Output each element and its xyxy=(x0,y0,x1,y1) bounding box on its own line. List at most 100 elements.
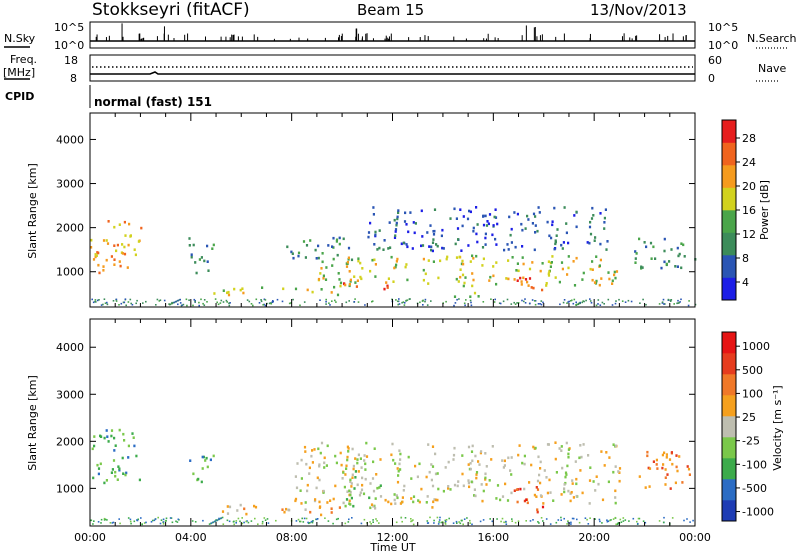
range-cell xyxy=(123,252,127,256)
range-cell xyxy=(520,283,523,286)
near-range-cell xyxy=(532,519,534,521)
range-cell xyxy=(110,471,113,474)
range-cell xyxy=(541,505,545,509)
range-cell xyxy=(492,274,495,278)
range-cell xyxy=(374,497,377,500)
range-cell xyxy=(300,477,303,480)
colorbar-segment xyxy=(722,437,736,459)
range-cell xyxy=(102,265,105,268)
range-cell xyxy=(599,212,602,215)
range-cell xyxy=(533,248,536,252)
range-cell xyxy=(482,257,485,261)
near-range-cell xyxy=(307,521,309,524)
near-range-cell xyxy=(325,303,327,305)
range-cell xyxy=(454,242,457,246)
near-range-cell xyxy=(506,298,509,301)
range-cell xyxy=(541,288,544,292)
range-cell xyxy=(527,284,530,287)
range-cell xyxy=(663,260,666,264)
near-range-cell xyxy=(214,298,217,300)
near-range-cell xyxy=(261,520,264,523)
range-cell xyxy=(133,248,136,251)
range-cell xyxy=(393,266,396,270)
near-range-cell xyxy=(344,522,347,525)
near-range-cell xyxy=(525,520,527,522)
range-cell xyxy=(395,494,398,497)
range-cell xyxy=(675,454,678,457)
range-cell xyxy=(346,490,349,493)
range-cell xyxy=(296,462,299,465)
range-cell xyxy=(473,494,476,497)
range-cell xyxy=(496,484,500,487)
range-cell xyxy=(297,254,300,258)
range-cell xyxy=(521,256,524,259)
near-range-cell xyxy=(611,304,614,306)
range-cell xyxy=(605,248,608,251)
range-cell xyxy=(573,284,577,287)
range-cell xyxy=(491,445,494,448)
near-range-cell xyxy=(462,523,464,526)
near-range-cell xyxy=(214,520,217,522)
range-cell xyxy=(379,458,382,461)
range-cell xyxy=(365,441,368,445)
range-cell xyxy=(482,489,485,493)
range-cell xyxy=(428,470,431,474)
near-range-cell xyxy=(559,303,561,306)
range-cell xyxy=(634,257,637,260)
range-cell xyxy=(335,461,338,465)
near-range-cell xyxy=(464,304,466,307)
range-cell xyxy=(374,507,377,510)
range-cell xyxy=(573,214,576,217)
colorbar-segment xyxy=(722,458,736,480)
near-range-cell xyxy=(325,298,327,301)
range-cell xyxy=(306,483,309,487)
near-range-cell xyxy=(106,301,108,304)
near-range-cell xyxy=(252,304,254,307)
range-cell xyxy=(682,243,685,247)
near-range-cell xyxy=(327,520,330,522)
range-cell xyxy=(213,292,216,295)
range-cell xyxy=(459,208,462,211)
range-cell xyxy=(324,278,328,281)
range-cell xyxy=(124,234,127,237)
range-cell xyxy=(205,456,208,460)
near-range-cell xyxy=(131,303,134,306)
near-range-cell xyxy=(229,302,231,304)
range-cell xyxy=(105,429,108,432)
range-cell xyxy=(456,484,459,488)
range-cell xyxy=(90,238,93,242)
near-range-cell xyxy=(90,519,93,522)
range-cell xyxy=(351,476,354,479)
range-cell xyxy=(472,229,475,233)
range-cell xyxy=(192,243,195,247)
range-cell xyxy=(575,210,578,214)
near-range-cell xyxy=(210,522,213,524)
range-cell xyxy=(322,277,325,280)
range-cell xyxy=(508,215,511,219)
cpid-value: normal (fast) 151 xyxy=(94,95,212,109)
range-cell xyxy=(427,443,430,446)
range-cell xyxy=(509,469,512,472)
range-cell xyxy=(190,255,193,259)
near-range-cell xyxy=(219,302,222,304)
near-range-cell xyxy=(200,298,202,301)
range-cell xyxy=(410,497,413,500)
range-cell xyxy=(674,481,677,485)
range-cell xyxy=(608,277,611,281)
nsky-tick-top: 10^5 xyxy=(54,21,84,34)
range-cell xyxy=(561,247,564,250)
range-cell xyxy=(332,257,335,261)
near-range-cell xyxy=(658,520,661,522)
range-cell xyxy=(425,475,428,479)
range-cell xyxy=(390,255,393,259)
range-cell xyxy=(480,450,483,453)
range-cell xyxy=(469,295,472,298)
range-cell xyxy=(561,466,564,470)
near-range-cell xyxy=(235,520,238,522)
range-cell xyxy=(680,266,683,270)
range-cell xyxy=(668,458,672,461)
range-cell xyxy=(475,206,478,209)
range-cell xyxy=(357,257,360,260)
range-cell xyxy=(485,465,488,468)
range-cell xyxy=(345,265,349,268)
